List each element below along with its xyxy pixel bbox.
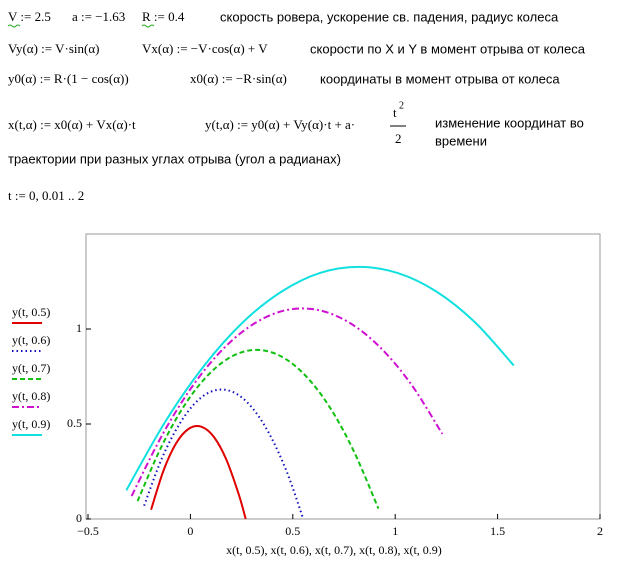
fraction-numerator: t [393,105,397,120]
x-tick-label: −0.5 [77,524,99,538]
exponent: 2 [399,100,404,111]
x-tick-label: 1.5 [490,524,505,538]
formula: x(t,α) := x0(α) + Vx(α)·t [8,117,136,132]
note: времени [435,133,487,148]
x-tick-label: 0.5 [285,524,300,538]
legend-label: y(t, 0.5) [12,305,50,319]
x-axis-label: x(t, 0.5), x(t, 0.6), x(t, 0.7), x(t, 0.… [226,543,442,557]
legend-label: y(t, 0.7) [12,361,50,375]
series-line [143,388,305,520]
warning-underline [141,24,155,28]
formula: y0(α) := R·(1 − cos(α)) [8,71,129,86]
x-tick-label: 1 [392,524,398,538]
series-line [130,307,444,497]
legend-label: y(t, 0.8) [12,389,50,403]
formula: Vx(α) := −V·cos(α) + V [142,41,268,56]
plot-frame [85,233,601,520]
formula: Vy(α) := V·sin(α) [8,41,99,56]
note: траектории при разных углах отрыва (угол… [8,151,341,166]
y-tick-label: 0.5 [67,416,82,430]
formula: y(t,α) := y0(α) + Vy(α)·t + a· [205,117,355,132]
formula: V := 2.5 [8,9,51,24]
x-tick-label: 2 [597,524,603,538]
note: скорости по X и Y в момент отрыва от кол… [310,41,586,56]
y-tick-label: 0 [76,511,82,525]
fraction-denominator: 2 [395,131,402,146]
series-line [136,348,380,509]
legend-label: y(t, 0.6) [12,333,50,347]
note: координаты в момент отрыва от колеса [320,71,560,86]
warning-underline [7,24,21,28]
x-tick-label: 0 [187,524,193,538]
chart: −0.5 0 0.5 1 1.5 200.51x(t, 0.5), x(t, 0.6), … [12,233,603,557]
formula: R := 0.4 [142,9,185,24]
formula: a := −1.63 [72,9,125,24]
series-line [125,265,515,491]
formula: x0(α) := −R·sin(α) [190,71,287,86]
series-line [150,425,247,520]
formula: t := 0, 0.01 .. 2 [8,188,84,203]
note: скорость ровера, ускорение св. падения, … [220,9,559,24]
y-tick-label: 1 [76,321,82,335]
legend-label: y(t, 0.9) [12,417,50,431]
note: изменение координат во [435,115,584,130]
